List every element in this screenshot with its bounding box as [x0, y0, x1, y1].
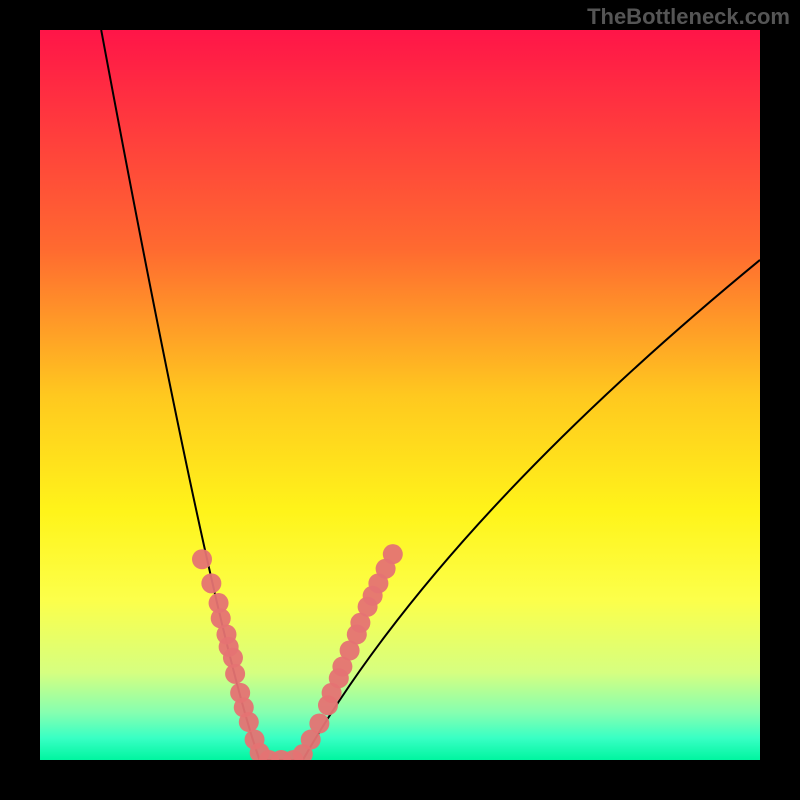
marker-point	[239, 712, 259, 732]
marker-point	[201, 573, 221, 593]
plot	[40, 30, 760, 760]
chart-stage: TheBottleneck.com	[0, 0, 800, 800]
watermark-label: TheBottleneck.com	[587, 4, 790, 30]
marker-point	[192, 549, 212, 569]
marker-point	[309, 714, 329, 734]
marker-point	[383, 544, 403, 564]
marker-point	[225, 664, 245, 684]
plot-background	[40, 30, 760, 760]
